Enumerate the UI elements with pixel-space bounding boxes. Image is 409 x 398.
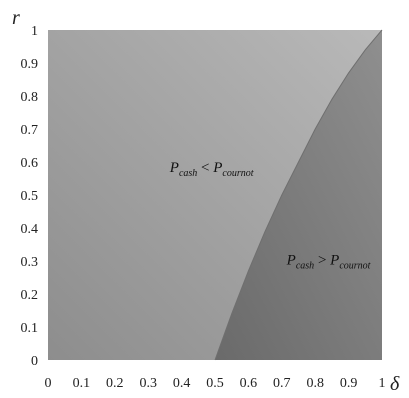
- region-right-sub2: cournot: [339, 260, 370, 271]
- x-tick-label: 0.8: [306, 376, 324, 391]
- x-tick-label: 0.5: [206, 376, 224, 391]
- y-tick-label: 0.4: [21, 222, 39, 237]
- y-tick-label: 0: [31, 354, 38, 369]
- region-left-p2: P: [212, 160, 222, 176]
- x-axis-label: δ: [390, 373, 400, 395]
- region-label-left: Pcash < Pcournot: [169, 160, 254, 179]
- y-tick-label: 0.9: [21, 57, 39, 72]
- x-tick-label: 0.3: [139, 376, 157, 391]
- boundary-curve: [214, 29, 383, 361]
- region-left-op: <: [197, 160, 213, 176]
- y-tick-labels: 0 0.1 0.2 0.3 0.4 0.5 0.6 0.7 0.8 0.9 1: [21, 24, 39, 369]
- region-right-p2: P: [329, 252, 339, 268]
- region-left-p1: P: [169, 160, 179, 176]
- y-tick-label: 0.7: [21, 123, 39, 138]
- x-tick-label: 1: [379, 376, 386, 391]
- x-tick-label: 0.1: [73, 376, 91, 391]
- x-tick-label: 0.9: [340, 376, 358, 391]
- x-tick-label: 0.6: [240, 376, 258, 391]
- x-tick-label: 0.4: [173, 376, 191, 391]
- region-label-right: Pcash > Pcournot: [286, 252, 371, 271]
- region-right-p1: P: [286, 252, 296, 268]
- x-tick-label: 0.2: [106, 376, 124, 391]
- region-right-sub1: cash: [296, 260, 314, 271]
- y-tick-label: 1: [31, 24, 38, 39]
- y-axis-label: r: [12, 7, 20, 29]
- y-tick-label: 0.6: [21, 156, 39, 171]
- y-tick-label: 0.1: [21, 321, 39, 336]
- y-tick-label: 0.3: [21, 255, 39, 270]
- x-tick-labels: 0 0.1 0.2 0.3 0.4 0.5 0.6 0.7 0.8 0.9 1: [45, 376, 386, 391]
- region-left-sub2: cournot: [222, 168, 253, 179]
- y-tick-label: 0.8: [21, 90, 39, 105]
- region-right-op: >: [314, 252, 330, 268]
- x-tick-label: 0: [45, 376, 52, 391]
- y-tick-label: 0.2: [21, 288, 39, 303]
- plot-area-right-region: [215, 30, 382, 360]
- x-tick-label: 0.7: [273, 376, 291, 391]
- y-tick-label: 0.5: [21, 189, 39, 204]
- region-left-sub1: cash: [179, 168, 197, 179]
